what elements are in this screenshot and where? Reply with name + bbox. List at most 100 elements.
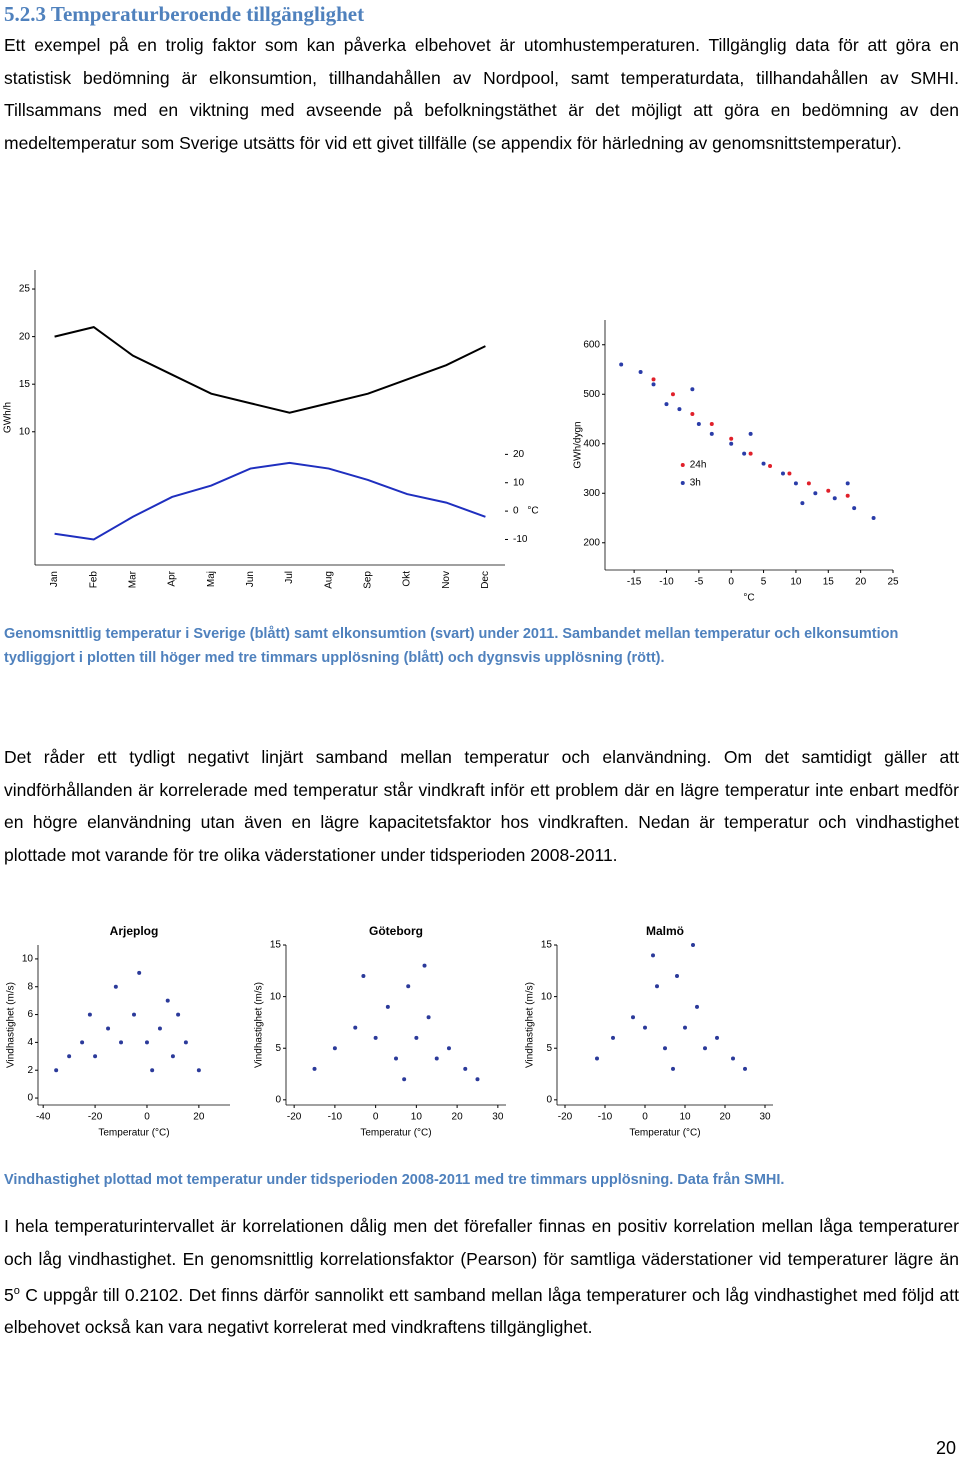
x-tick-label: 20 — [855, 577, 867, 588]
scatter-point — [595, 1056, 599, 1061]
scatter-point — [170, 1054, 175, 1059]
line-series — [54, 461, 486, 541]
scatter-point — [80, 1040, 85, 1045]
y-axis-label: Vindhastighet (m/s) — [254, 982, 265, 1068]
y2-axis-label: °C — [527, 506, 538, 517]
scatter-point — [196, 1068, 201, 1073]
scatter-point — [183, 1040, 188, 1045]
y-tick-label: 200 — [583, 537, 600, 548]
scatter-point — [696, 421, 701, 426]
scatter-point — [852, 506, 857, 511]
y-axis-label: GWh/dygn — [573, 421, 584, 468]
scatter-point — [475, 1077, 480, 1082]
scatter-point — [67, 1054, 72, 1059]
scatter-point — [715, 1035, 719, 1040]
x-tick-label: 0 — [144, 1112, 150, 1123]
y-tick-label: 4 — [27, 1037, 33, 1048]
scatter-point — [731, 1056, 735, 1061]
x-axis-label: Temperatur (°C) — [360, 1128, 431, 1139]
consumption-temperature-chart: 10 15 20 25 -10 0 10 20 GWh/h °C Jan Feb Mar Apr Maj Ju… — [3, 270, 539, 589]
paragraph: Det råder ett tydligt negativt linjärt s… — [4, 747, 959, 865]
scatter-point — [463, 1066, 468, 1071]
y-tick-label: 300 — [583, 488, 600, 499]
y-tick-label: 0 — [27, 1093, 33, 1104]
scatter-point — [677, 407, 682, 412]
scatter-point — [845, 481, 850, 486]
text: C uppgår till 0.2102. Det finns därför s… — [4, 1284, 959, 1338]
legend-label: 3h — [690, 478, 701, 489]
scatter-point — [664, 402, 669, 407]
scatter-point — [690, 387, 695, 392]
scatter-point — [638, 369, 643, 374]
x-tick-label: 10 — [411, 1112, 423, 1123]
scatter-point — [743, 1066, 747, 1071]
x-tick-label: 25 — [887, 577, 899, 588]
figure-caption: Genomsnittlig temperatur i Sverige (blåt… — [4, 626, 899, 666]
scatter-point — [150, 1068, 155, 1073]
x-tick-label: 20 — [452, 1112, 464, 1123]
scatter-point — [422, 963, 427, 968]
scatter-point — [176, 1012, 181, 1017]
x-tick-label: 30 — [759, 1112, 771, 1123]
y-tick-label: 0 — [546, 1094, 552, 1105]
paragraph: I hela temperaturintervallet är korrelat… — [4, 1210, 959, 1344]
x-tick-label: Jan — [49, 571, 60, 587]
scatter-point — [709, 421, 714, 426]
x-tick-label: Apr — [167, 570, 178, 586]
x-tick-label: -5 — [694, 577, 703, 588]
scatter-point — [663, 1046, 667, 1051]
y2-tick-label: 20 — [513, 449, 525, 460]
scatter-point — [748, 451, 753, 456]
x-tick-label: Jul — [284, 571, 295, 584]
scatter-point — [748, 431, 753, 436]
x-axis-label: °C — [743, 593, 754, 604]
scatter-point — [54, 1068, 59, 1073]
wind-chart: Arjeplog 0 2 4 6 8 10 -40 -20 0 20 Vindhastighet (m… — [6, 924, 230, 1139]
scatter-point — [651, 377, 656, 382]
scatter-point — [703, 1046, 707, 1051]
y2-tick-label: 10 — [513, 477, 525, 488]
x-tick-label: 5 — [761, 577, 767, 588]
scatter-point — [787, 471, 792, 476]
wind-chart: Göteborg 0 5 10 15 -20 -10 0 10 20 30 Vindhastighet… — [254, 924, 506, 1139]
scatter-point — [845, 493, 850, 498]
scatter-point — [742, 451, 747, 456]
chart-title: Arjeplog — [110, 924, 159, 938]
y-tick-label: 10 — [22, 954, 34, 965]
scatter-point — [800, 501, 805, 506]
scatter-point — [643, 1025, 647, 1030]
y-tick-label: 5 — [546, 1043, 552, 1054]
scatter-point — [683, 1025, 687, 1030]
scatter-point — [157, 1026, 162, 1031]
scatter-point — [761, 461, 766, 466]
scatter-point — [729, 436, 734, 441]
scatter-chart: 200 300 400 500 600 -15 -10 -5 0 5 10 15 20 25 GWh/dyg… — [573, 320, 899, 604]
y-tick-label: 15 — [541, 940, 553, 951]
scatter-point — [806, 481, 811, 486]
scatter-point — [353, 1025, 358, 1030]
y-tick-label: 500 — [583, 389, 600, 400]
scatter-point — [332, 1046, 337, 1051]
y-tick-label: 600 — [583, 339, 600, 350]
scatter-point — [670, 392, 675, 397]
x-tick-label: Nov — [441, 571, 452, 589]
scatter-point — [137, 970, 142, 975]
wind-chart: Malmö 0 5 10 15 -20 -10 0 10 20 30 Vindhastighet (m… — [525, 924, 773, 1139]
scatter-point — [385, 1004, 390, 1009]
scatter-point — [793, 481, 798, 486]
section-heading: 5.2.3 Temperaturberoende tillgänglighet — [4, 2, 365, 26]
scatter-point — [729, 441, 734, 446]
scatter-point — [361, 973, 366, 978]
scatter-point — [406, 984, 411, 989]
x-tick-label: 0 — [373, 1112, 379, 1123]
scatter-point — [611, 1035, 615, 1040]
line-series — [54, 326, 486, 414]
scatter-point — [165, 998, 170, 1003]
paragraph: Ett exempel på en trolig faktor som kan … — [4, 35, 959, 153]
y-tick-label: 15 — [270, 940, 282, 951]
y-tick-label: 2 — [27, 1065, 33, 1076]
y-axis-label: Vindhastighet (m/s) — [6, 982, 17, 1068]
scatter-point — [426, 1015, 431, 1020]
legend-marker — [680, 481, 685, 485]
legend-marker — [680, 463, 685, 467]
